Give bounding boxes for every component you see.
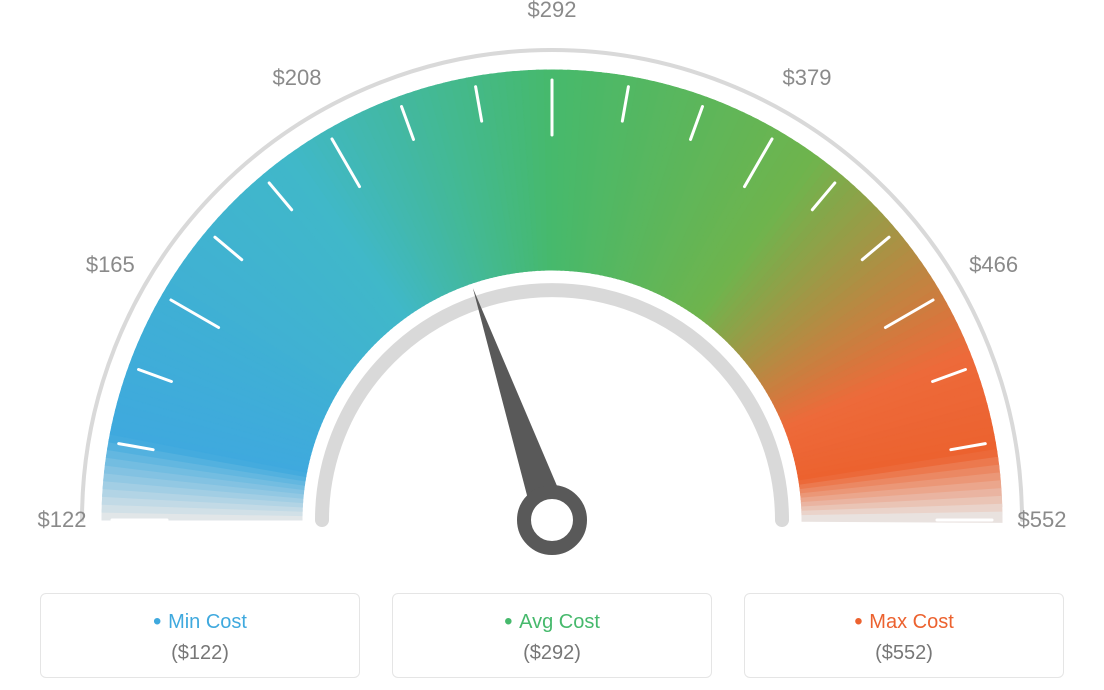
legend-row: Min Cost ($122) Avg Cost ($292) Max Cost… — [0, 580, 1104, 690]
legend-value-max: ($552) — [745, 642, 1063, 665]
legend-value-avg: ($292) — [393, 642, 711, 665]
gauge-tick-label: $122 — [38, 507, 87, 533]
legend-card-avg: Avg Cost ($292) — [392, 593, 712, 678]
legend-label-max: Max Cost — [745, 608, 1063, 636]
legend-label-min: Min Cost — [41, 608, 359, 636]
cost-gauge-widget: $122 $165 $208 $292 $379 $466 $552 Min Cost ($… — [0, 0, 1104, 690]
gauge-tick-label: $165 — [86, 252, 135, 278]
gauge-tick-label: $292 — [528, 0, 577, 23]
gauge-tick-label: $379 — [783, 65, 832, 91]
legend-value-min: ($122) — [41, 642, 359, 665]
gauge-svg — [0, 0, 1104, 560]
gauge-tick-label: $208 — [273, 65, 322, 91]
legend-card-max: Max Cost ($552) — [744, 593, 1064, 678]
gauge-tick-label: $552 — [1018, 507, 1067, 533]
gauge-tick-label: $466 — [969, 252, 1018, 278]
gauge-chart: $122 $165 $208 $292 $379 $466 $552 — [0, 0, 1104, 560]
legend-card-min: Min Cost ($122) — [40, 593, 360, 678]
legend-label-avg: Avg Cost — [393, 608, 711, 636]
